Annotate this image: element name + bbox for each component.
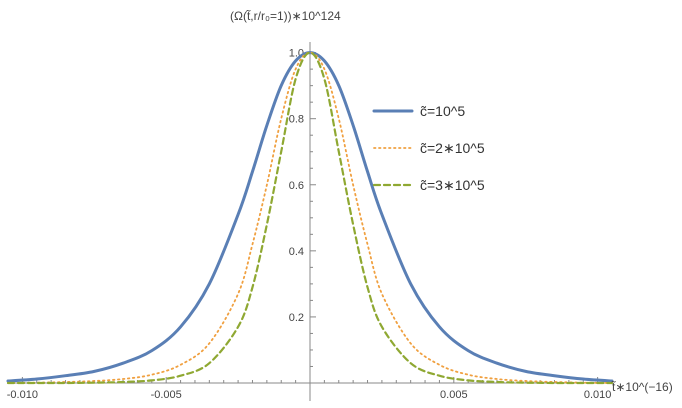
y-axis-label: (Ω(t̃,r/r₀=1))∗10^124 bbox=[230, 8, 341, 23]
legend-label: c̃=2∗10^5 bbox=[420, 140, 485, 156]
y-tick-label: 0.6 bbox=[289, 180, 304, 192]
legend-label: c̃=10^5 bbox=[420, 103, 465, 119]
legend-label: c̃=3∗10^5 bbox=[420, 177, 485, 193]
series-line-3 bbox=[6, 51, 614, 385]
y-tick-label: 0.2 bbox=[289, 312, 304, 324]
series-lines bbox=[6, 51, 614, 385]
x-tick-label: -0.005 bbox=[151, 389, 182, 401]
x-tick-label: 0.005 bbox=[440, 389, 468, 401]
series-line-1 bbox=[6, 51, 614, 383]
legend: c̃=10^5 c̃=2∗10^5 c̃=3∗10^5 bbox=[372, 103, 485, 193]
series-line-2 bbox=[7, 51, 613, 384]
x-tick-label: -0.010 bbox=[7, 389, 38, 401]
y-tick-label: 0.4 bbox=[289, 246, 304, 258]
x-tick-label: 0.010 bbox=[584, 389, 612, 401]
y-tick-label: 0.8 bbox=[289, 114, 304, 126]
x-axis-label: t̃∗10^(−16) bbox=[611, 379, 673, 394]
